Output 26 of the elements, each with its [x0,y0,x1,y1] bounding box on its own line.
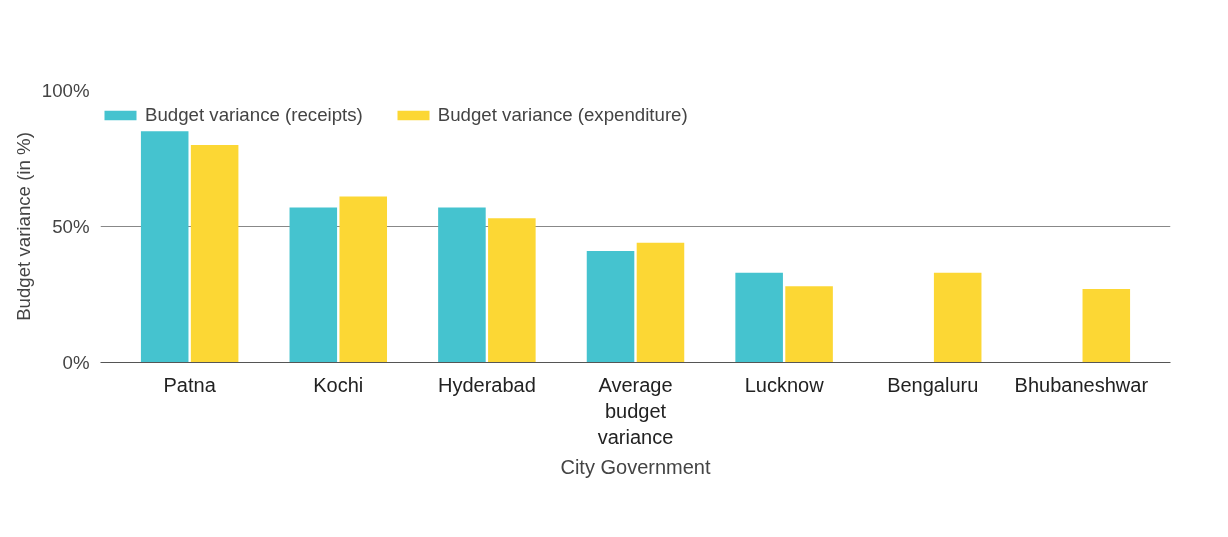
bar [1082,289,1131,363]
x-tick-label: Lucknow [744,373,825,396]
bar [785,286,833,363]
bar [289,207,338,363]
bar [488,218,536,363]
bar [636,242,685,363]
bar [933,272,982,363]
y-tick-label: 50% [52,216,90,237]
bar [735,272,783,363]
x-tick-label: Bhubaneshwar [1014,373,1149,396]
bar [140,131,189,363]
x-axis-title: City Government [560,456,711,479]
x-tick-label: Patna [163,373,217,396]
y-tick-label: 0% [62,352,90,373]
x-tick-label: Hyderabad [437,373,536,396]
y-tick-label: 100% [41,80,90,101]
bar [339,196,388,363]
y-axis-title: Budget variance (in %) [12,132,34,321]
x-tick-label: Kochi [313,373,364,396]
bar [586,250,635,363]
x-tick-label: Average budget variance [597,373,674,449]
legend-label: Budget variance (expenditure) [437,104,688,126]
bar [190,144,239,363]
legend-label: Budget variance (receipts) [145,104,363,126]
x-tick-label: Bengaluru [887,373,979,396]
bar [438,207,486,363]
